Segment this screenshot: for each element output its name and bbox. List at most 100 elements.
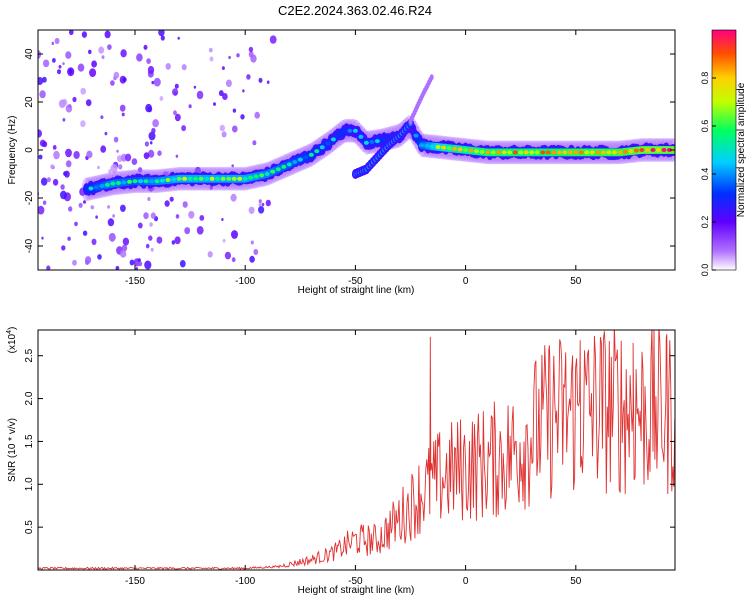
heatmap-noise <box>193 85 197 89</box>
heatmap-noise <box>122 77 127 82</box>
heatmap-noise <box>53 150 60 160</box>
heatmap-noise <box>68 104 72 108</box>
heatmap-noise <box>46 177 51 183</box>
heatmap-ridge-core <box>132 179 138 184</box>
heatmap-noise <box>157 150 162 156</box>
heatmap-ridge-core <box>573 150 579 155</box>
heatmap-ridge-core <box>358 134 364 139</box>
heatmap-noise <box>261 202 265 207</box>
heatmap-ridge-core <box>341 128 347 133</box>
heatmap-ridge-core <box>176 176 182 181</box>
colorbar-axis: 0.0 0.2 0.4 0.6 0.8 <box>700 72 716 276</box>
heatmap-noise <box>213 102 216 106</box>
heatmap-ridge-core <box>474 149 480 154</box>
heatmap-noise <box>182 201 188 208</box>
heatmap-noise <box>120 204 126 212</box>
heatmap-ridge-core <box>490 150 496 155</box>
heatmap-ridge-core <box>556 150 562 155</box>
heatmap-noise <box>179 260 186 268</box>
heatmap-noise <box>50 164 55 170</box>
heatmap-ridge-core <box>611 150 617 155</box>
heatmap-noise <box>152 119 159 128</box>
heatmap-noise <box>250 240 254 245</box>
heatmap-ridge-core <box>336 133 342 138</box>
heatmap-noise <box>98 46 105 54</box>
heatmap-noise <box>83 200 86 204</box>
snr-ytick-label: 1.0 <box>24 477 35 491</box>
heatmap-ridge-core <box>215 176 221 181</box>
heatmap-noise <box>104 131 108 136</box>
snr-ytick-label: 1.5 <box>24 434 35 448</box>
heatmap-ridge-core <box>264 172 270 176</box>
heatmap-noise <box>65 160 72 168</box>
heatmap-noise <box>258 206 265 214</box>
heatmap-ytick-label: -40 <box>24 238 35 253</box>
heatmap-extension <box>429 74 434 81</box>
heatmap-noise <box>164 200 170 207</box>
heatmap-noise <box>74 221 78 227</box>
heatmap-noise <box>119 104 126 112</box>
heatmap-ridge-core <box>650 148 656 152</box>
snr-series-line <box>38 330 675 570</box>
heatmap-ridge-core <box>622 149 628 154</box>
heatmap-noise <box>108 232 116 242</box>
heatmap-ridge-core <box>187 176 193 181</box>
heatmap-noise <box>188 210 195 219</box>
heatmap-ridge-core <box>644 148 650 152</box>
colorbar <box>711 29 737 271</box>
svg-text:(x104): (x104) <box>6 327 18 354</box>
heatmap-noise <box>147 149 155 158</box>
heatmap-ridge-core <box>99 184 105 188</box>
heatmap-noise <box>108 169 112 174</box>
heatmap-ridge-core <box>600 150 606 155</box>
heatmap-ridge-core <box>501 150 507 155</box>
heatmap-noise <box>147 197 151 201</box>
heatmap-noise <box>248 46 254 53</box>
heatmap-noise <box>89 68 97 77</box>
heatmap-ridge-core <box>606 150 612 155</box>
heatmap-ridge-core <box>242 176 248 181</box>
heatmap-noise <box>88 49 92 55</box>
heatmap-noise <box>51 41 55 46</box>
heatmap-noise <box>65 148 72 158</box>
heatmap-noise <box>225 79 232 88</box>
heatmap-noise <box>165 63 171 70</box>
heatmap-ytick-label: 40 <box>24 48 35 60</box>
heatmap-noise <box>65 51 72 59</box>
heatmap-noise <box>253 249 259 255</box>
heatmap-noise <box>219 124 225 132</box>
heatmap-noise <box>82 230 88 236</box>
heatmap-xlabel: Height of straight line (km) <box>298 285 415 296</box>
heatmap-ridge-core <box>330 137 336 142</box>
snr-xtick-label: -50 <box>348 576 363 587</box>
snr-multiplier-exp: 4 <box>6 330 13 334</box>
heatmap-ridge-core <box>281 164 287 169</box>
heatmap-noise <box>172 88 179 96</box>
heatmap-noise <box>207 251 213 258</box>
heatmap-noise <box>60 184 65 190</box>
heatmap-noise <box>258 77 263 83</box>
heatmap-ridge-core <box>226 176 232 181</box>
heatmap-ridge-core <box>209 176 215 181</box>
heatmap-ridge-core <box>314 149 320 154</box>
heatmap-noise <box>222 239 226 243</box>
heatmap-ridge-core <box>297 157 303 162</box>
snr-xtick-label: -150 <box>125 576 145 587</box>
heatmap-noise <box>143 212 149 220</box>
heatmap-ridge-core <box>363 140 369 145</box>
heatmap-ridge-core <box>154 179 160 184</box>
heatmap-noise <box>209 185 213 190</box>
heatmap-noise <box>149 141 153 145</box>
heatmap-noise <box>67 236 71 241</box>
heatmap-ridge-core <box>121 180 127 185</box>
heatmap-noise <box>231 257 236 263</box>
heatmap-noise <box>72 259 77 266</box>
heatmap-ridge-core <box>160 178 165 183</box>
heatmap-noise <box>248 206 255 214</box>
heatmap-xtick-label: -100 <box>235 276 255 287</box>
heatmap-ridge-core <box>182 176 188 181</box>
heatmap-ridge-core <box>463 148 469 152</box>
heatmap-noise <box>146 58 151 64</box>
heatmap-ridge-core <box>468 148 474 153</box>
snr-multiplier: (x104) <box>6 327 18 354</box>
